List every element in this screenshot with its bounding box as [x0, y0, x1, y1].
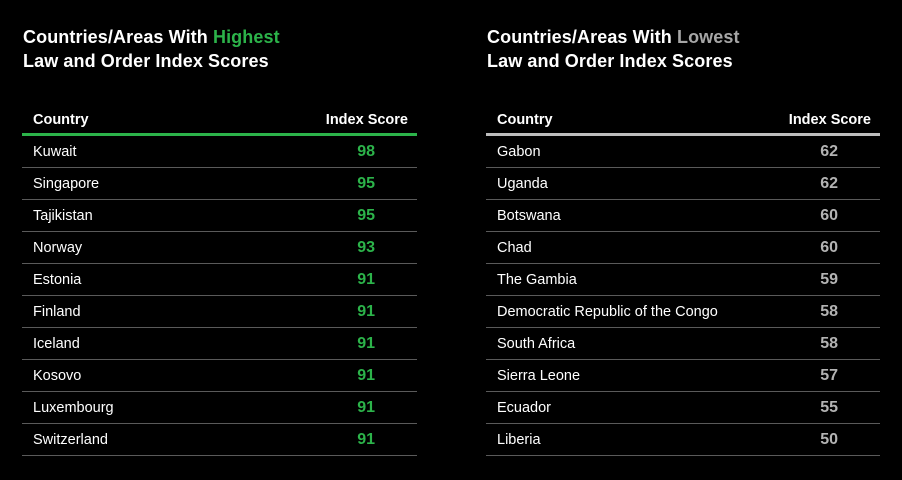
country-column-header: Country — [486, 106, 751, 136]
title-highlight: Lowest — [676, 27, 740, 47]
table-row: Sierra Leone 57 — [486, 359, 880, 392]
table-row: South Africa 58 — [486, 327, 880, 360]
table-row: Chad 60 — [486, 231, 880, 264]
table-row: Finland 91 — [22, 295, 417, 328]
index-score-cell: 58 — [751, 327, 880, 360]
index-score-cell: 91 — [288, 423, 417, 456]
index-score-cell: 58 — [751, 295, 880, 328]
index-score-cell: 60 — [751, 231, 880, 264]
index-score-cell: 91 — [288, 359, 417, 392]
country-cell: Finland — [22, 295, 288, 328]
highest-scores-rows: Kuwait 98 Singapore 95 Tajikistan 95 Norway 93 E… — [22, 134, 417, 456]
table-row: Kosovo 91 — [22, 359, 417, 392]
table-row: Switzerland 91 — [22, 423, 417, 456]
country-cell: Botswana — [486, 199, 751, 232]
table-header-row: Country Index Score — [486, 106, 880, 136]
country-cell: Ecuador — [486, 391, 751, 424]
country-cell: The Gambia — [486, 263, 751, 296]
country-cell: Sierra Leone — [486, 359, 751, 392]
highest-scores-table: Country Index Score Kuwait 98 Singapore 95 T… — [22, 106, 417, 456]
table-row: Singapore 95 — [22, 167, 417, 200]
index-score-cell: 62 — [751, 134, 880, 168]
table-row: Liberia 50 — [486, 423, 880, 456]
lowest-scores-table: Country Index Score Gabon 62 Uganda 62 Botsw… — [486, 106, 880, 456]
country-cell: South Africa — [486, 327, 751, 360]
table-row: Democratic Republic of the Congo 58 — [486, 295, 880, 328]
country-cell: Liberia — [486, 423, 751, 456]
country-cell: Singapore — [22, 167, 288, 200]
index-score-cell: 91 — [288, 327, 417, 360]
table-row: Estonia 91 — [22, 263, 417, 296]
highest-scores-title: Countries/Areas With Highest Law and Ord… — [23, 25, 280, 73]
index-score-column-header: Index Score — [288, 106, 417, 136]
lowest-scores-title: Countries/Areas With Lowest Law and Orde… — [487, 25, 740, 73]
table-row: Ecuador 55 — [486, 391, 880, 424]
index-score-cell: 55 — [751, 391, 880, 424]
country-cell: Norway — [22, 231, 288, 264]
title-prefix: Countries/Areas With — [23, 27, 213, 47]
country-cell: Chad — [486, 231, 751, 264]
title-highlight: Highest — [212, 27, 280, 47]
title-line2: Law and Order Index Scores — [23, 51, 269, 71]
table-row: The Gambia 59 — [486, 263, 880, 296]
index-score-column-header: Index Score — [751, 106, 880, 136]
title-line2: Law and Order Index Scores — [487, 51, 733, 71]
index-score-cell: 57 — [751, 359, 880, 392]
country-cell: Gabon — [486, 134, 751, 168]
country-column-header: Country — [22, 106, 288, 136]
table-row: Norway 93 — [22, 231, 417, 264]
lowest-scores-rows: Gabon 62 Uganda 62 Botswana 60 Chad 60 The Gambi… — [486, 134, 880, 456]
index-score-cell: 59 — [751, 263, 880, 296]
country-cell: Estonia — [22, 263, 288, 296]
country-cell: Kuwait — [22, 134, 288, 168]
index-score-cell: 62 — [751, 167, 880, 200]
table-row: Tajikistan 95 — [22, 199, 417, 232]
table-row: Botswana 60 — [486, 199, 880, 232]
table-row: Uganda 62 — [486, 167, 880, 200]
country-cell: Uganda — [486, 167, 751, 200]
index-score-cell: 95 — [288, 199, 417, 232]
table-row: Luxembourg 91 — [22, 391, 417, 424]
index-score-cell: 91 — [288, 263, 417, 296]
country-cell: Kosovo — [22, 359, 288, 392]
country-cell: Democratic Republic of the Congo — [486, 295, 751, 328]
title-prefix: Countries/Areas With — [487, 27, 677, 47]
country-cell: Tajikistan — [22, 199, 288, 232]
table-row: Gabon 62 — [486, 134, 880, 168]
country-cell: Switzerland — [22, 423, 288, 456]
index-score-cell: 95 — [288, 167, 417, 200]
index-score-cell: 93 — [288, 231, 417, 264]
index-score-cell: 91 — [288, 295, 417, 328]
index-score-cell: 91 — [288, 391, 417, 424]
country-cell: Luxembourg — [22, 391, 288, 424]
index-score-cell: 60 — [751, 199, 880, 232]
index-score-cell: 50 — [751, 423, 880, 456]
table-header-row: Country Index Score — [22, 106, 417, 136]
table-row: Iceland 91 — [22, 327, 417, 360]
country-cell: Iceland — [22, 327, 288, 360]
table-row: Kuwait 98 — [22, 134, 417, 168]
index-score-cell: 98 — [288, 134, 417, 168]
